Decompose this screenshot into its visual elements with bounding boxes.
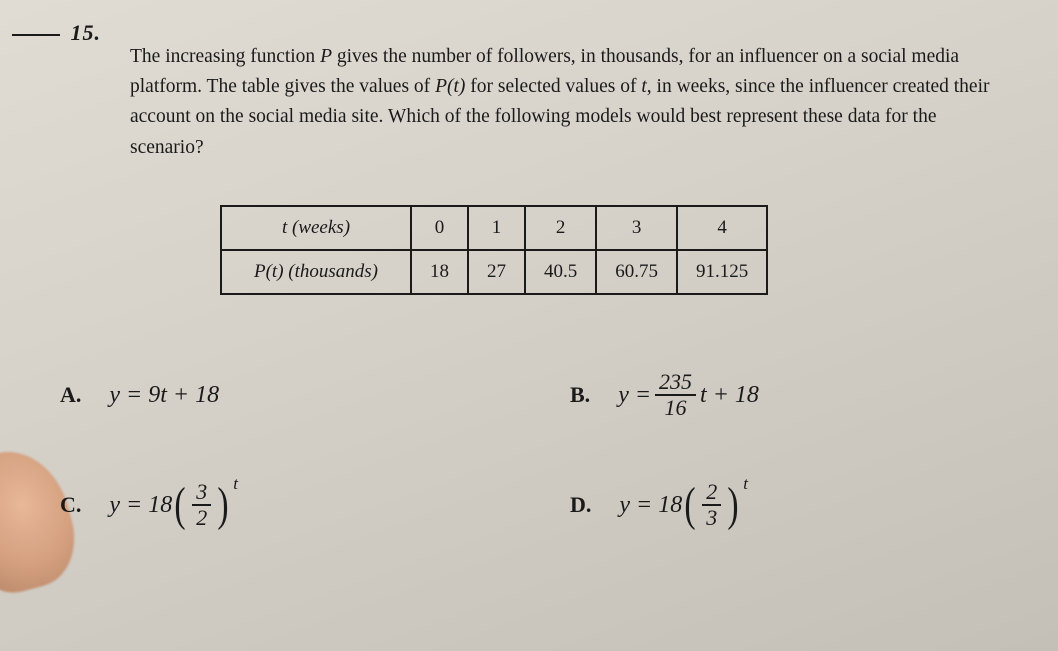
choice-A: A. y = 9t + 18 [60, 370, 540, 420]
B-num: 235 [655, 370, 696, 396]
math-B: y = 235 16 t + 18 [618, 370, 759, 420]
choice-row-2: C. y = 18 ( 3 2 ) t D. [60, 480, 998, 530]
choice-D: D. y = 18 ( 2 3 ) t [570, 480, 748, 530]
B-fraction: 235 16 [655, 370, 696, 420]
C-num: 3 [192, 480, 211, 506]
t-cell: 0 [411, 206, 468, 250]
label-D: D. [570, 492, 591, 518]
rparen-icon: ) [218, 481, 229, 529]
choice-C: C. y = 18 ( 3 2 ) t [60, 480, 540, 530]
label-A: A. [60, 382, 81, 408]
table-row: t (weeks) 0 1 2 3 4 [221, 206, 767, 250]
qtext-Pt: P(t) [435, 76, 465, 97]
label-B: B. [570, 382, 590, 408]
qtext-p1: The increasing function [130, 46, 320, 67]
p-cell: 91.125 [677, 250, 767, 294]
choice-row-1: A. y = 9t + 18 B. y = 235 16 t + 18 [60, 370, 998, 420]
lparen-icon: ( [685, 481, 696, 529]
label-C: C. [60, 492, 81, 518]
choice-B: B. y = 235 16 t + 18 [570, 370, 759, 420]
row1-label: t (weeks) [221, 206, 411, 250]
p-cell: 18 [411, 250, 468, 294]
D-den: 3 [702, 506, 721, 530]
rparen-icon: ) [728, 481, 739, 529]
question-text: The increasing function P gives the numb… [130, 42, 1008, 163]
t-cell: 1 [468, 206, 525, 250]
t-cell: 4 [677, 206, 767, 250]
C-prefix: y = 18 [109, 492, 172, 519]
D-prefix: y = 18 [619, 492, 682, 519]
qtext-p3: for selected values of [465, 76, 641, 97]
table-row: P(t) (thousands) 18 27 40.5 60.75 91.125 [221, 250, 767, 294]
D-fraction: 2 3 [702, 480, 721, 530]
qtext-P: P [320, 46, 332, 67]
choices: A. y = 9t + 18 B. y = 235 16 t + 18 C. [60, 370, 998, 590]
t-cell: 3 [596, 206, 677, 250]
data-table: t (weeks) 0 1 2 3 4 P(t) (thousands) 18 … [220, 205, 768, 295]
answer-blank [12, 34, 60, 36]
C-den: 2 [192, 506, 211, 530]
data-table-wrap: t (weeks) 0 1 2 3 4 P(t) (thousands) 18 … [220, 205, 768, 295]
question-number-line: 15. [12, 20, 101, 46]
t-cell: 2 [525, 206, 596, 250]
C-exp: t [233, 474, 238, 494]
math-A: y = 9t + 18 [109, 382, 219, 409]
C-fraction: 3 2 [192, 480, 211, 530]
B-prefix: y = [618, 382, 651, 409]
lparen-icon: ( [175, 481, 186, 529]
p-cell: 60.75 [596, 250, 677, 294]
paper-background: 15. The increasing function P gives the … [0, 0, 1058, 651]
D-num: 2 [702, 480, 721, 506]
B-den: 16 [661, 396, 691, 420]
C-paren: ( 3 2 ) [172, 480, 231, 530]
math-C: y = 18 ( 3 2 ) t [109, 480, 238, 530]
p-cell: 27 [468, 250, 525, 294]
B-suffix: t + 18 [700, 382, 759, 409]
question-number: 15. [71, 20, 102, 45]
D-paren: ( 2 3 ) [682, 480, 741, 530]
D-exp: t [743, 474, 748, 494]
p-cell: 40.5 [525, 250, 596, 294]
math-D: y = 18 ( 2 3 ) t [619, 480, 748, 530]
row2-label: P(t) (thousands) [221, 250, 411, 294]
